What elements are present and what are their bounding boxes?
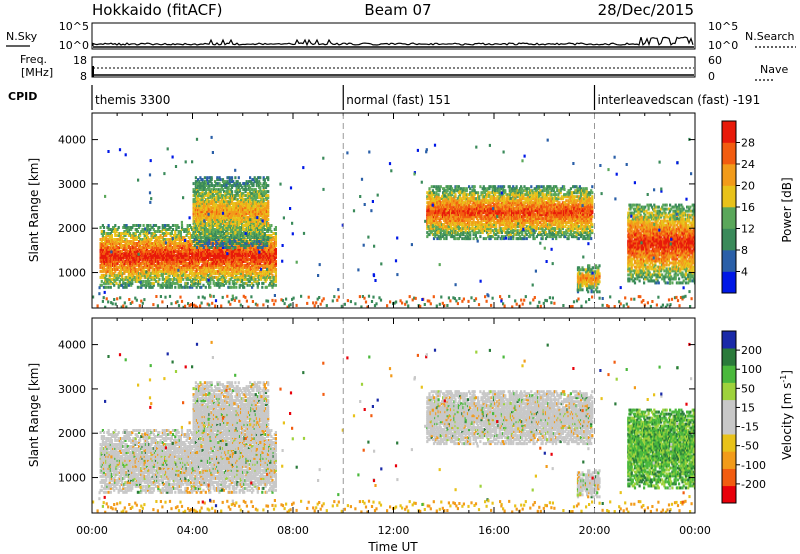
freq-label-line1: Freq. bbox=[20, 53, 47, 66]
colorbar-tick-label: -100 bbox=[741, 459, 766, 472]
time-axis-label: Time UT bbox=[367, 540, 418, 554]
power-colorbar: 4 8 12 16 20 24 28 bbox=[721, 120, 755, 294]
nsearch-label: N.Search bbox=[745, 30, 795, 43]
colorbar-tick-label: 100 bbox=[741, 363, 762, 376]
nave-tick-top: 60 bbox=[708, 54, 722, 67]
nsearch-tick-bottom: 10^0 bbox=[708, 39, 738, 52]
colorbar-tick-label: 28 bbox=[741, 137, 755, 150]
colorbar-tick-label: -200 bbox=[741, 478, 766, 491]
nsky-tick-top: 10^5 bbox=[59, 20, 89, 33]
cpid-strip: themis 3300 normal (fast) 151 interleaveds… bbox=[91, 85, 761, 110]
colorbar-tick-label: -50 bbox=[741, 440, 759, 453]
cpid-segment-label: themis 3300 bbox=[95, 93, 170, 107]
time-tick-label: 00:00 bbox=[76, 524, 108, 537]
time-tick-label: 20:00 bbox=[579, 524, 611, 537]
time-tick-label: 12:00 bbox=[378, 524, 410, 537]
range-tick-label: 2000 bbox=[58, 427, 86, 440]
nsky-label: N.Sky bbox=[6, 30, 38, 43]
cpid-segment-label: interleavedscan (fast) -191 bbox=[598, 93, 761, 107]
cpid-segment-label: normal (fast) 151 bbox=[346, 93, 450, 107]
beam-title: Beam 07 bbox=[364, 1, 431, 19]
power-colorbar-label: Power [dB] bbox=[780, 177, 794, 242]
velocity-colorbar: -200 -100 -50 -15 15 50 100 200 bbox=[721, 330, 766, 504]
range-tick-label: 1000 bbox=[58, 267, 86, 280]
colorbar-tick-label: 12 bbox=[741, 223, 755, 236]
power-data-layer bbox=[92, 135, 695, 308]
station-title: Hokkaido (fitACF) bbox=[92, 1, 223, 19]
nsearch-tick-top: 10^5 bbox=[708, 20, 738, 33]
time-tick-label: 16:00 bbox=[478, 524, 510, 537]
nsky-strip bbox=[91, 22, 696, 50]
nsky-tick-bottom: 10^0 bbox=[59, 39, 89, 52]
freq-tick-bottom: 8 bbox=[80, 70, 87, 83]
time-axis: 00:00 04:00 08:00 12:00 16:00 20:00 00:00 bbox=[76, 524, 711, 537]
time-tick-label: 00:00 bbox=[679, 524, 711, 537]
nave-label: Nave bbox=[760, 63, 788, 76]
nave-tick-bottom: 0 bbox=[708, 70, 715, 83]
power-ylabel: Slant Range [km] bbox=[27, 158, 41, 262]
colorbar-tick-label: -15 bbox=[741, 421, 759, 434]
range-tick-label: 2000 bbox=[58, 222, 86, 235]
colorbar-tick-label: 200 bbox=[741, 344, 762, 357]
colorbar-tick-label: 4 bbox=[741, 266, 748, 279]
date-title: 28/Dec/2015 bbox=[598, 1, 694, 19]
velocity-colorbar-label: Velocity [m s-1] bbox=[779, 370, 794, 460]
colorbar-tick-label: 15 bbox=[741, 401, 755, 414]
freq-tick-top: 18 bbox=[73, 54, 87, 67]
colorbar-tick-label: 24 bbox=[741, 158, 755, 171]
colorbar-tick-label: 20 bbox=[741, 180, 755, 193]
time-tick-label: 04:00 bbox=[177, 524, 209, 537]
velocity-axes: 1000 2000 3000 4000 bbox=[58, 318, 696, 513]
cpid-label: CPID bbox=[8, 90, 37, 103]
freq-strip bbox=[91, 56, 696, 78]
colorbar-tick-label: 16 bbox=[741, 201, 755, 214]
range-tick-label: 3000 bbox=[58, 178, 86, 191]
range-tick-label: 3000 bbox=[58, 383, 86, 396]
colorbar-tick-label: 50 bbox=[741, 382, 755, 395]
time-tick-label: 08:00 bbox=[277, 524, 309, 537]
colorbar-tick-label: 8 bbox=[741, 244, 748, 257]
velocity-ylabel: Slant Range [km] bbox=[27, 363, 41, 467]
freq-label-line2: [MHz] bbox=[21, 66, 53, 79]
nsky-noise-trace bbox=[92, 36, 694, 48]
range-tick-label: 1000 bbox=[58, 472, 86, 485]
range-tick-label: 4000 bbox=[58, 134, 86, 147]
range-tick-label: 4000 bbox=[58, 339, 86, 352]
